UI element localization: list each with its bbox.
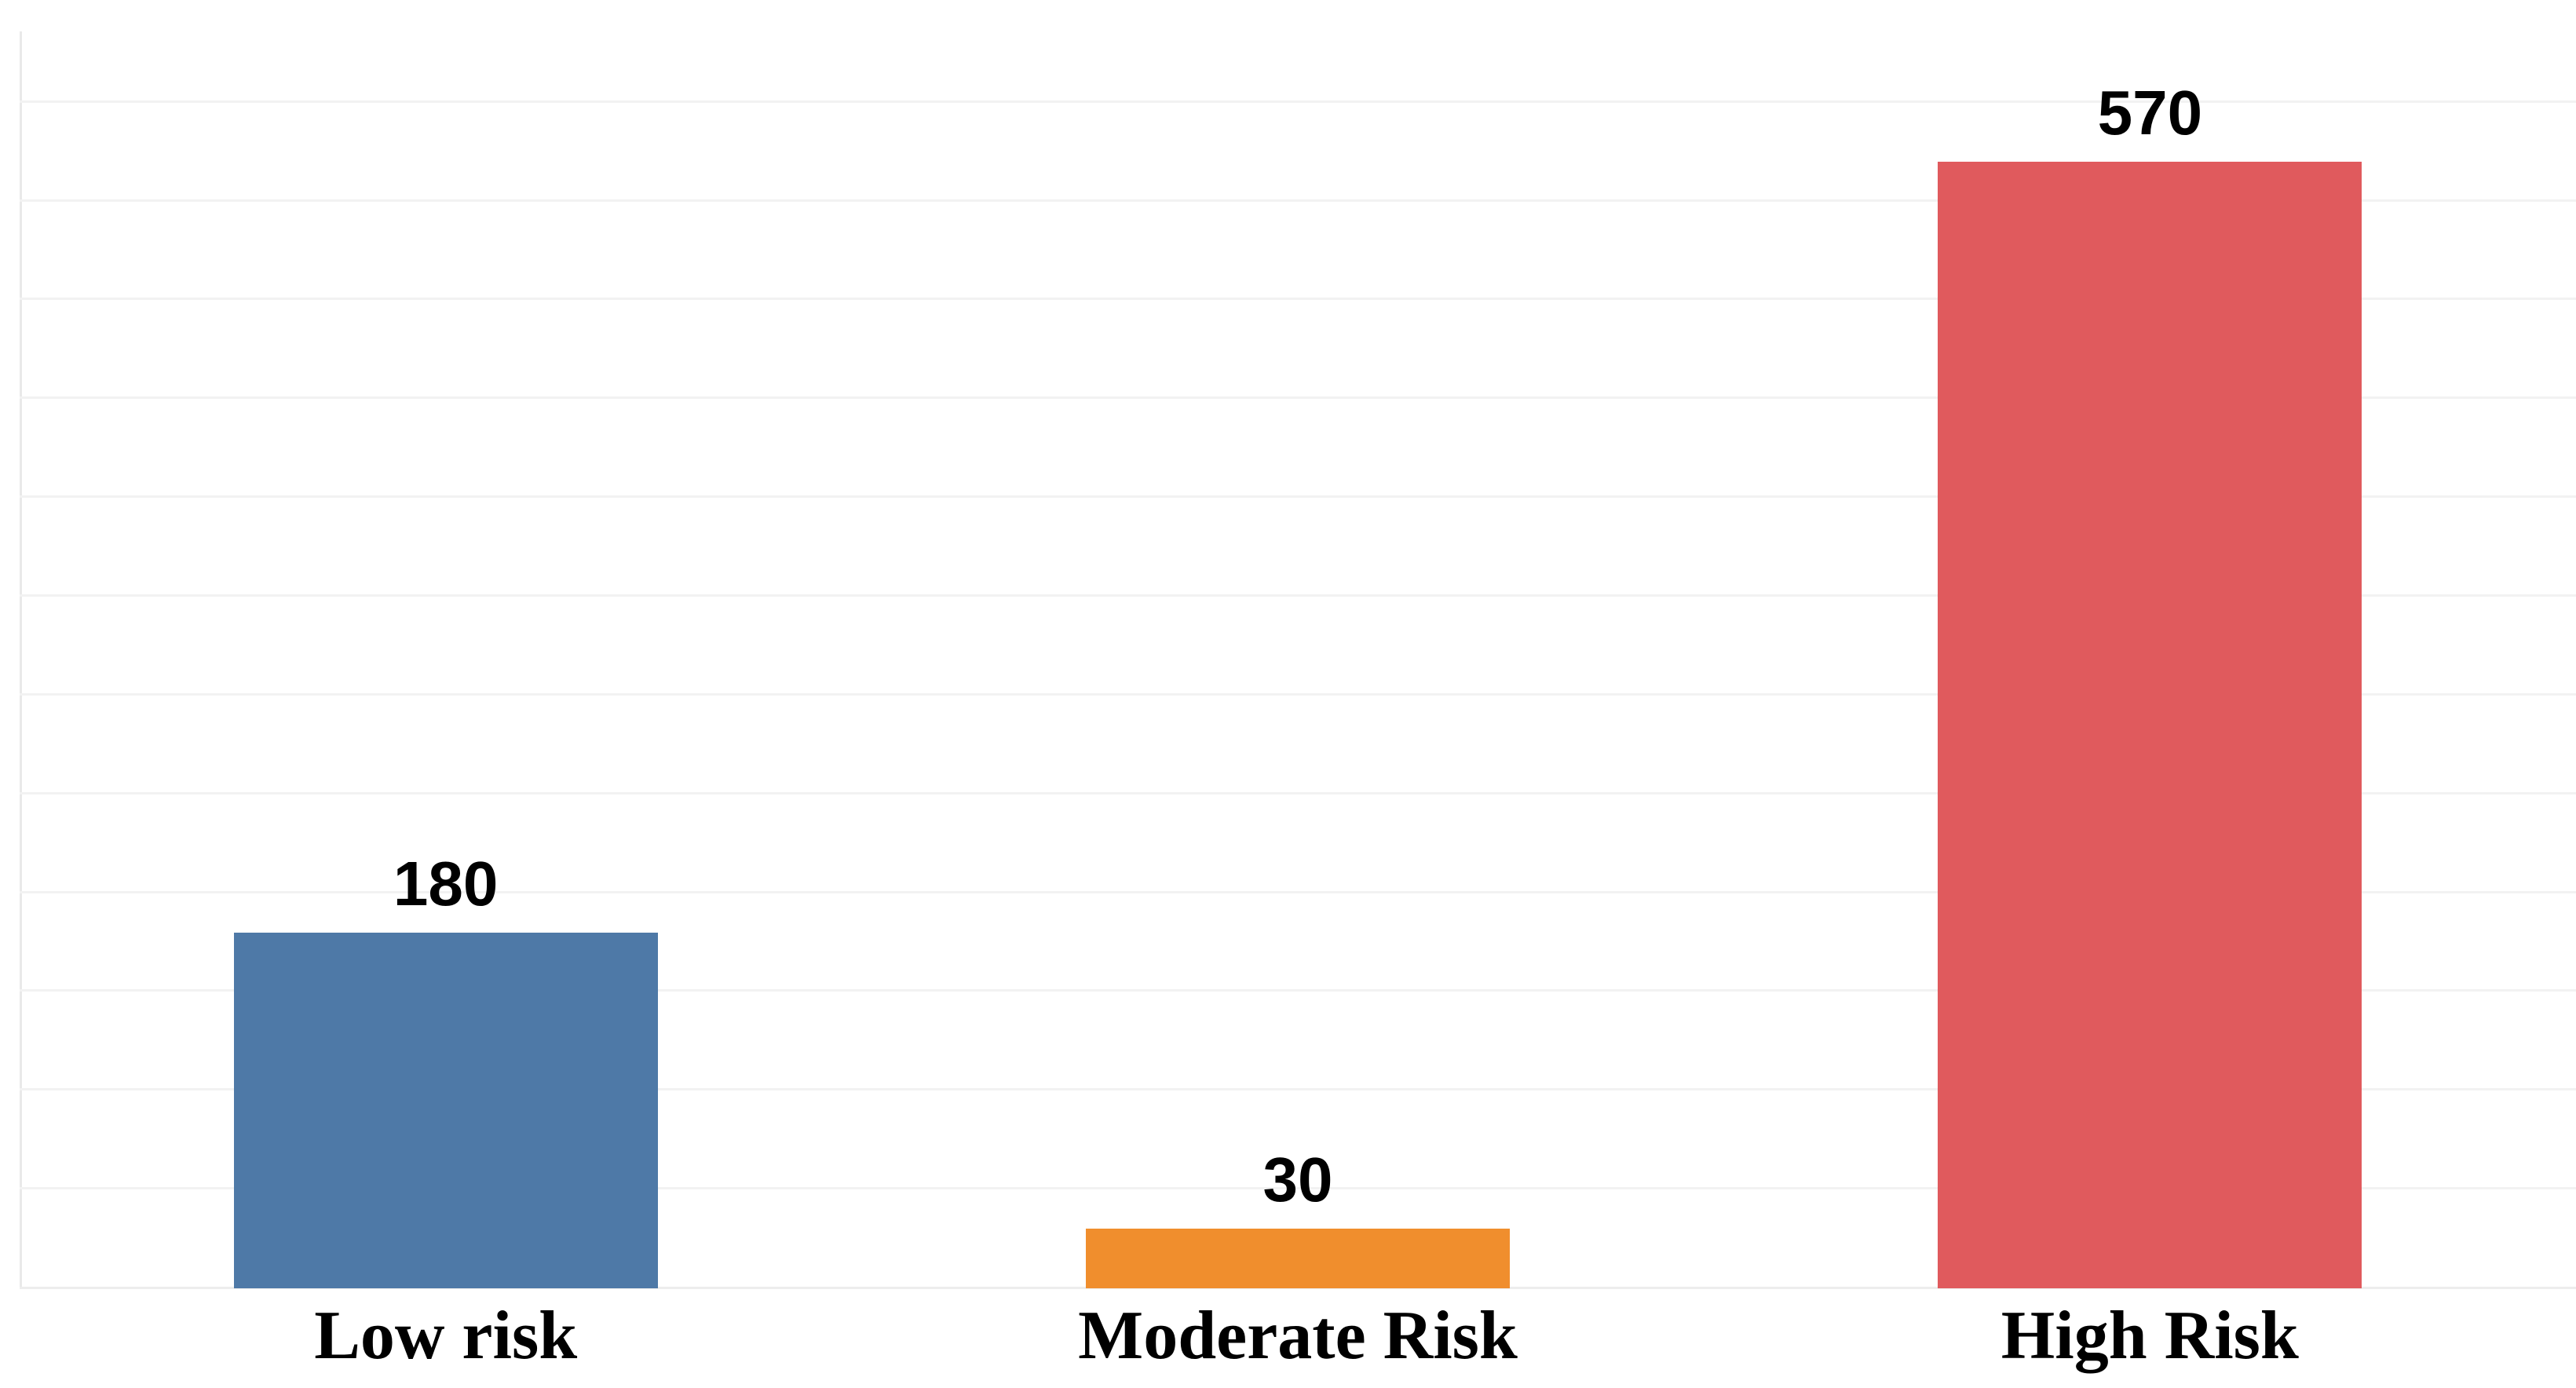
gridline-350: [20, 594, 2576, 597]
gridline-450: [20, 396, 2576, 400]
bar-slot-2: 570: [1724, 31, 2576, 1288]
gridline-600: [20, 100, 2576, 103]
bar-high-risk: [1938, 162, 2362, 1288]
category-label-moderate-risk: Moderate Risk: [1078, 1298, 1518, 1374]
gridline-100: [20, 1088, 2576, 1091]
gridline-550: [20, 199, 2576, 202]
bar-slot-0: 180: [20, 31, 871, 1288]
bars-container: 180 30 570: [20, 31, 2576, 1288]
x-axis-labels: Low risk Moderate Risk High Risk: [20, 1291, 2576, 1388]
gridline-150: [20, 989, 2576, 992]
gridline-200: [20, 890, 2576, 893]
bar-value-label-0: 180: [393, 848, 499, 919]
plot-area: 180 30 570: [20, 31, 2576, 1289]
gridline-400: [20, 495, 2576, 499]
bar-slot-1: 30: [871, 31, 1723, 1288]
bar-moderate-risk: [1085, 1229, 1510, 1288]
gridline-50: [20, 1187, 2576, 1190]
bar-low-risk: [233, 932, 658, 1288]
gridline-500: [20, 298, 2576, 301]
category-label-low-risk: Low risk: [314, 1298, 578, 1374]
bar-value-label-1: 30: [1262, 1145, 1333, 1215]
bar-value-label-2: 570: [2097, 78, 2203, 148]
y-axis-line: [20, 31, 22, 1288]
gridline-250: [20, 791, 2576, 794]
gridline-300: [20, 692, 2576, 696]
category-label-high-risk: High Risk: [2001, 1298, 2299, 1374]
